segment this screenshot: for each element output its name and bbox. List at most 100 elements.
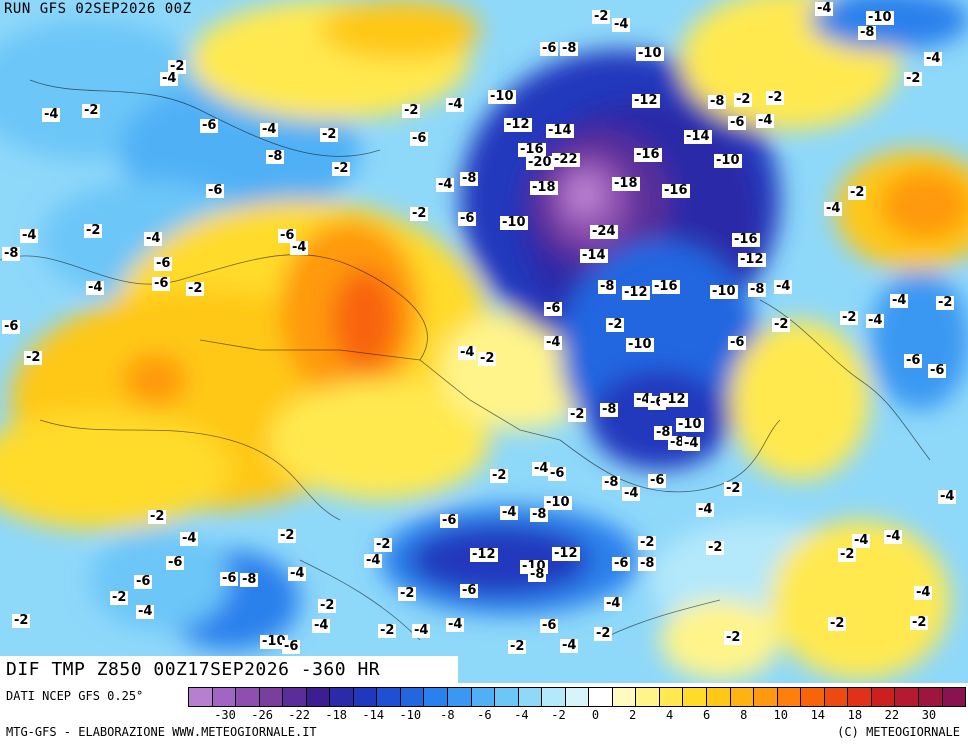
value-label: -2 [12, 613, 31, 628]
value-label: -6 [928, 363, 947, 378]
value-label: -12 [632, 93, 660, 108]
scale-tick: -4 [514, 708, 529, 722]
value-label: -4 [458, 345, 477, 360]
value-label: -2 [410, 206, 429, 221]
value-label: -16 [518, 142, 546, 157]
value-label: -10 [260, 634, 288, 649]
value-label: -4 [560, 638, 579, 653]
value-label: -6 [220, 571, 239, 586]
value-label: -4 [622, 486, 641, 501]
scale-tick: 6 [703, 708, 711, 722]
value-label: -20 [526, 155, 554, 170]
value-label: -6 [134, 574, 153, 589]
value-label: -2 [592, 9, 611, 24]
scale-tick: -6 [477, 708, 492, 722]
scale-cell [707, 688, 731, 706]
value-label: -6 [544, 301, 563, 316]
value-label: -2 [838, 547, 857, 562]
value-label: -6 [540, 618, 559, 633]
map-field [0, 0, 968, 683]
scale-cell [589, 688, 613, 706]
value-label: -4 [815, 1, 834, 16]
value-label: -10 [488, 89, 516, 104]
value-label: -2 [840, 310, 859, 325]
scale-tick: -26 [251, 708, 273, 722]
value-label: -14 [546, 123, 574, 138]
scale-tick: 30 [921, 708, 937, 722]
value-label: -2 [84, 223, 103, 238]
scale-cell [377, 688, 401, 706]
value-label: -2 [606, 317, 625, 332]
value-label: -8 [598, 279, 617, 294]
value-label: -4 [938, 489, 957, 504]
value-label: -2 [398, 586, 417, 601]
value-label: -2 [724, 481, 743, 496]
value-label: -4 [532, 461, 551, 476]
scale-tick: -2 [551, 708, 566, 722]
value-label: -4 [852, 533, 871, 548]
value-label: -4 [446, 97, 465, 112]
value-label: -2 [110, 590, 129, 605]
value-label: -2 [24, 350, 43, 365]
value-label: -8 [240, 572, 259, 587]
value-label: -14 [684, 129, 712, 144]
value-label: -4 [924, 51, 943, 66]
scale-tick: -22 [288, 708, 310, 722]
scale-cell [801, 688, 825, 706]
value-label: -6 [278, 228, 297, 243]
color-scale [188, 687, 966, 707]
value-label: -4 [500, 505, 519, 520]
value-label: -2 [910, 615, 929, 630]
value-label: -6 [152, 276, 171, 291]
scale-tick: 22 [884, 708, 900, 722]
value-label: -2 [724, 630, 743, 645]
value-label: -14 [580, 248, 608, 263]
scale-cell [495, 688, 519, 706]
value-label: -2 [82, 103, 101, 118]
scale-cell [259, 688, 284, 706]
scale-cell [659, 688, 684, 706]
value-label: -4 [866, 313, 885, 328]
scale-tick: -8 [440, 708, 455, 722]
value-label: -6 [282, 639, 301, 654]
scale-cell [683, 688, 708, 706]
value-label: -4 [890, 293, 909, 308]
value-label: -10 [626, 337, 654, 352]
scale-cell [612, 688, 637, 706]
value-label: -8 [2, 246, 21, 261]
value-label: -2 [638, 535, 657, 550]
value-label: -6 [440, 513, 459, 528]
value-label: -6 [460, 583, 479, 598]
value-label: -4 [612, 17, 631, 32]
scale-cell [918, 688, 943, 706]
value-label: -4 [914, 585, 933, 600]
value-label: -24 [590, 224, 618, 239]
value-label: -2 [186, 281, 205, 296]
value-label: -2 [766, 90, 785, 105]
value-label: -8 [560, 41, 579, 56]
anomaly-field [0, 0, 968, 680]
value-label: -2 [772, 317, 791, 332]
value-label: -2 [320, 127, 339, 142]
value-label: -2 [478, 351, 497, 366]
scale-cell [212, 688, 237, 706]
scale-tick: 8 [740, 708, 748, 722]
value-label: -6 [728, 335, 747, 350]
value-label: -2 [904, 71, 923, 86]
scale-tick: -18 [325, 708, 348, 722]
value-label: -2 [168, 59, 187, 74]
value-label: -8 [530, 507, 549, 522]
value-label: -6 [2, 319, 21, 334]
scale-cell [824, 688, 849, 706]
value-label: -10 [544, 495, 572, 510]
value-label: -10 [636, 46, 664, 61]
value-label: -4 [774, 279, 793, 294]
value-label: -2 [828, 616, 847, 631]
value-label: -12 [738, 252, 766, 267]
value-label: -4 [160, 71, 179, 86]
value-label: -4 [260, 122, 279, 137]
color-scale-ticks: -30 -26 -22 -18 -14 -10 -8 -6 -4 -2 0 2 4 6 8 10 14 18 22 3… [188, 708, 966, 722]
scale-cell [236, 688, 260, 706]
scale-cell [730, 688, 755, 706]
value-label: -4 [824, 201, 843, 216]
